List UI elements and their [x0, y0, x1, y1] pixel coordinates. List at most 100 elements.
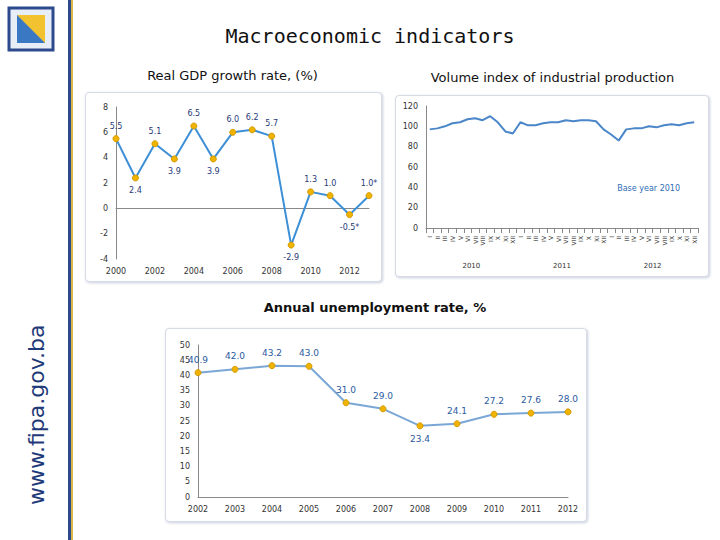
svg-text:27.6: 27.6: [521, 395, 541, 405]
svg-text:100: 100: [403, 122, 418, 131]
svg-text:2011: 2011: [521, 505, 541, 514]
svg-text:XI: XI: [683, 236, 690, 242]
svg-text:35: 35: [180, 386, 190, 395]
svg-text:2002: 2002: [188, 505, 208, 514]
svg-text:24.1: 24.1: [447, 406, 467, 416]
svg-text:II: II: [434, 236, 441, 240]
svg-text:VII: VII: [562, 236, 569, 244]
svg-text:2.4: 2.4: [129, 186, 142, 195]
svg-text:-2: -2: [100, 229, 108, 238]
svg-text:2012: 2012: [644, 262, 662, 270]
svg-text:6.5: 6.5: [187, 109, 200, 118]
svg-text:2000: 2000: [106, 267, 126, 276]
svg-text:3.9: 3.9: [168, 167, 181, 176]
svg-text:2008: 2008: [262, 267, 282, 276]
svg-text:2012: 2012: [558, 505, 578, 514]
svg-text:10: 10: [180, 462, 190, 471]
svg-text:V: V: [547, 235, 554, 240]
svg-text:6: 6: [103, 128, 108, 137]
svg-text:15: 15: [180, 447, 190, 456]
svg-text:2008: 2008: [410, 505, 430, 514]
svg-text:2004: 2004: [184, 267, 204, 276]
svg-text:XII: XII: [509, 236, 516, 244]
svg-text:-0.5*: -0.5*: [340, 223, 360, 232]
svg-text:4: 4: [103, 153, 108, 162]
svg-text:III: III: [623, 236, 630, 242]
svg-text:42.0: 42.0: [225, 351, 245, 361]
svg-text:VIII: VIII: [570, 236, 577, 246]
svg-text:29.0: 29.0: [373, 391, 393, 401]
svg-text:XII: XII: [600, 236, 607, 244]
svg-text:30: 30: [180, 401, 190, 410]
svg-text:5.7: 5.7: [265, 119, 278, 128]
svg-text:IX: IX: [487, 236, 494, 242]
svg-text:0: 0: [185, 493, 190, 502]
svg-text:2006: 2006: [336, 505, 356, 514]
svg-text:43.2: 43.2: [262, 348, 282, 358]
svg-text:40: 40: [180, 371, 190, 380]
svg-text:2: 2: [103, 179, 108, 188]
svg-text:2010: 2010: [300, 267, 320, 276]
svg-text:X: X: [676, 236, 683, 240]
svg-text:1.0: 1.0: [324, 179, 337, 188]
svg-text:28.0: 28.0: [558, 394, 578, 404]
svg-text:XI: XI: [502, 236, 509, 242]
svg-text:2010: 2010: [462, 262, 480, 270]
svg-text:2006: 2006: [223, 267, 243, 276]
svg-text:2007: 2007: [373, 505, 393, 514]
svg-text:20: 20: [180, 432, 190, 441]
svg-text:I: I: [426, 236, 433, 238]
svg-text:5: 5: [185, 477, 190, 486]
svg-text:Base year 2010: Base year 2010: [617, 184, 680, 193]
svg-text:III: III: [441, 236, 448, 242]
svg-text:IX: IX: [668, 236, 675, 242]
svg-text:-2.9: -2.9: [283, 253, 299, 262]
svg-text:80: 80: [408, 142, 418, 151]
svg-text:25: 25: [180, 417, 190, 426]
svg-text:23.4: 23.4: [410, 434, 430, 444]
svg-text:43.0: 43.0: [299, 348, 319, 358]
svg-text:0: 0: [103, 204, 108, 213]
svg-text:II: II: [525, 236, 532, 240]
svg-text:VII: VII: [472, 236, 479, 244]
svg-text:II: II: [615, 236, 622, 240]
svg-text:X: X: [494, 236, 501, 240]
svg-text:IV: IV: [630, 235, 637, 242]
svg-text:120: 120: [403, 102, 418, 111]
svg-text:20: 20: [408, 203, 418, 212]
svg-text:5.5: 5.5: [110, 122, 123, 131]
svg-text:VI: VI: [555, 236, 562, 242]
svg-text:60: 60: [408, 163, 418, 172]
svg-text:40: 40: [408, 183, 418, 192]
svg-text:-4: -4: [100, 255, 108, 264]
svg-text:50: 50: [180, 341, 190, 350]
svg-text:1.0*: 1.0*: [361, 179, 378, 188]
svg-text:3.9: 3.9: [207, 167, 220, 176]
svg-text:2011: 2011: [553, 262, 571, 270]
svg-text:6.0: 6.0: [226, 115, 239, 124]
svg-text:27.2: 27.2: [484, 396, 504, 406]
svg-text:2012: 2012: [339, 267, 359, 276]
svg-text:40.9: 40.9: [188, 355, 208, 365]
svg-text:VIII: VIII: [661, 236, 668, 246]
svg-text:V: V: [638, 235, 645, 240]
svg-text:5.1: 5.1: [149, 127, 162, 136]
svg-text:8: 8: [103, 103, 108, 112]
svg-text:1.3: 1.3: [304, 175, 317, 184]
svg-text:2004: 2004: [262, 505, 282, 514]
svg-text:IV: IV: [540, 235, 547, 242]
svg-text:III: III: [532, 236, 539, 242]
svg-text:2003: 2003: [225, 505, 245, 514]
svg-text:VIII: VIII: [479, 236, 486, 246]
svg-text:XII: XII: [691, 236, 698, 244]
svg-text:2009: 2009: [447, 505, 467, 514]
svg-text:I: I: [608, 236, 615, 238]
svg-text:2005: 2005: [299, 505, 319, 514]
svg-text:VI: VI: [464, 236, 471, 242]
svg-text:XI: XI: [593, 236, 600, 242]
svg-text:I: I: [517, 236, 524, 238]
svg-text:2010: 2010: [484, 505, 504, 514]
svg-text:6.2: 6.2: [246, 113, 259, 122]
svg-text:V: V: [457, 235, 464, 240]
svg-text:IX: IX: [577, 236, 584, 242]
